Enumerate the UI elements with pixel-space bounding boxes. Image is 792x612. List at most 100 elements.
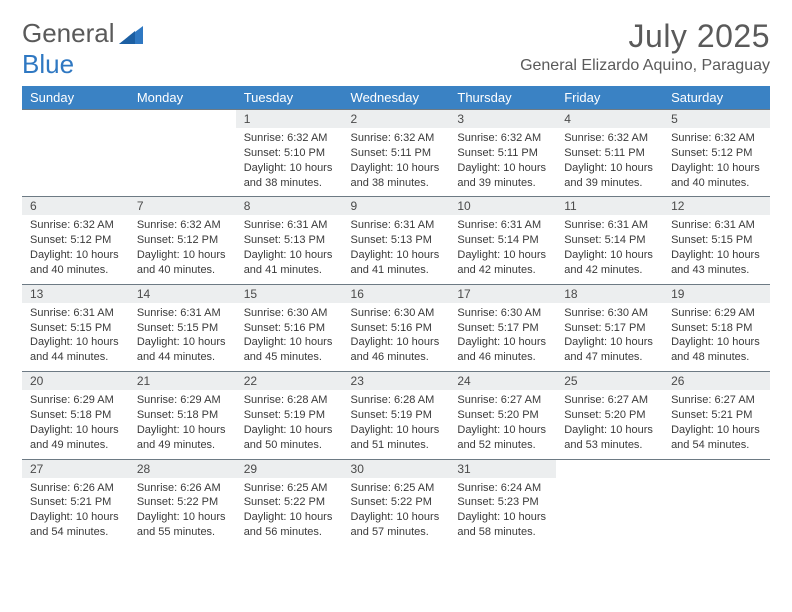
day-content-cell: Sunrise: 6:25 AMSunset: 5:22 PMDaylight:… [236,478,343,546]
sunrise-text: Sunrise: 6:31 AM [30,307,114,319]
sunset-text: Sunset: 5:11 PM [564,147,645,159]
day-content-cell: Sunrise: 6:30 AMSunset: 5:16 PMDaylight:… [343,303,450,372]
daylight-text: Daylight: 10 hours and 40 minutes. [30,249,119,276]
day-header: Sunday [22,86,129,110]
sunset-text: Sunset: 5:22 PM [137,496,218,508]
empty-day-number [129,110,236,129]
day-content-cell: Sunrise: 6:31 AMSunset: 5:14 PMDaylight:… [556,215,663,284]
sunset-text: Sunset: 5:18 PM [137,409,218,421]
day-header: Wednesday [343,86,450,110]
day-number-cell: 23 [343,372,450,391]
sunset-text: Sunset: 5:18 PM [671,322,752,334]
month-title: July 2025 [520,18,770,55]
day-header: Thursday [449,86,556,110]
calendar-body: 12345Sunrise: 6:32 AMSunset: 5:10 PMDayl… [22,110,770,546]
day-content-cell: Sunrise: 6:24 AMSunset: 5:23 PMDaylight:… [449,478,556,546]
day-number-cell: 30 [343,459,450,478]
sunset-text: Sunset: 5:20 PM [564,409,645,421]
day-content-cell: Sunrise: 6:32 AM Sunset: 5:10 PM Daylight:… [236,128,343,197]
day-number-cell: 21 [129,372,236,391]
daylight-text: Daylight: 10 hours and 40 minutes. [137,249,226,276]
sunset-text: Sunset: 5:15 PM [671,234,752,246]
daylight-text: Daylight: 10 hours and 44 minutes. [30,336,119,363]
sunrise-text: Sunrise: 6:31 AM [351,219,435,231]
sunset-text: Sunset: 5:10 PM [244,147,325,159]
day-content-cell: Sunrise: 6:32 AMSunset: 5:12 PMDaylight:… [663,128,770,197]
brand-sail-icon [119,26,145,46]
day-content-cell: Sunrise: 6:29 AMSunset: 5:18 PMDaylight:… [129,390,236,459]
day-content-cell: Sunrise: 6:30 AMSunset: 5:16 PMDaylight:… [236,303,343,372]
day-number-cell: 20 [22,372,129,391]
brand-logo: General Blue [22,18,145,80]
day-content-row: Sunrise: 6:29 AM Sunset: 5:18 PM Daylight:… [22,390,770,459]
daylight-text: Daylight: 10 hours and 45 minutes. [244,336,333,363]
day-content-cell: Sunrise: 6:28 AMSunset: 5:19 PMDaylight:… [343,390,450,459]
header: General Blue July 2025 General Elizardo … [22,18,770,80]
day-number-cell: 13 [22,284,129,303]
day-number-cell: 2 [343,110,450,129]
day-content-cell: Sunrise: 6:25 AMSunset: 5:22 PMDaylight:… [343,478,450,546]
day-number-cell: 10 [449,197,556,216]
sunset-text: Sunset: 5:11 PM [351,147,432,159]
day-number-row: 13141516171819 [22,284,770,303]
day-number-row: 20212223242526 [22,372,770,391]
day-number-cell: 11 [556,197,663,216]
sunset-text: Sunset: 5:12 PM [30,234,111,246]
daylight-text: Daylight: 10 hours and 39 minutes. [564,162,653,189]
daylight-text: Daylight: 10 hours and 49 minutes. [137,424,226,451]
daylight-text: Daylight: 10 hours and 41 minutes. [244,249,333,276]
sunrise-text: Sunrise: 6:30 AM [564,307,648,319]
day-number-cell: 14 [129,284,236,303]
day-content-cell: Sunrise: 6:32 AM Sunset: 5:12 PM Daylight:… [129,215,236,284]
empty-day-number [556,459,663,478]
empty-day-number [22,110,129,129]
sunset-text: Sunset: 5:19 PM [244,409,325,421]
day-content-cell: Sunrise: 6:29 AMSunset: 5:18 PMDaylight:… [22,390,129,459]
daylight-text: Daylight: 10 hours and 50 minutes. [244,424,333,451]
calendar-table: SundayMondayTuesdayWednesdayThursdayFrid… [22,86,770,546]
sunrise-text: Sunrise: 6:32 AM [457,132,541,144]
sunset-text: Sunset: 5:14 PM [457,234,538,246]
sunset-text: Sunset: 5:17 PM [457,322,538,334]
day-content-cell: Sunrise: 6:29 AMSunset: 5:18 PMDaylight:… [663,303,770,372]
sunrise-text: Sunrise: 6:29 AM [30,394,114,406]
day-content-cell: Sunrise: 6:30 AMSunset: 5:17 PMDaylight:… [449,303,556,372]
sunset-text: Sunset: 5:13 PM [244,234,325,246]
daylight-text: Daylight: 10 hours and 54 minutes. [671,424,760,451]
day-content-cell: Sunrise: 6:31 AMSunset: 5:14 PMDaylight:… [449,215,556,284]
empty-day-content [129,128,236,197]
sunrise-text: Sunrise: 6:32 AM [137,219,221,231]
day-number-cell: 3 [449,110,556,129]
day-number-cell: 1 [236,110,343,129]
location-name: General Elizardo Aquino, Paraguay [520,57,770,75]
sunrise-text: Sunrise: 6:27 AM [564,394,648,406]
day-content-cell: Sunrise: 6:26 AMSunset: 5:21 PMDaylight:… [22,478,129,546]
day-header-row: SundayMondayTuesdayWednesdayThursdayFrid… [22,86,770,110]
sunrise-text: Sunrise: 6:31 AM [457,219,541,231]
daylight-text: Daylight: 10 hours and 38 minutes. [244,162,333,189]
sunrise-text: Sunrise: 6:30 AM [244,307,328,319]
day-content-cell: Sunrise: 6:31 AMSunset: 5:15 PMDaylight:… [129,303,236,372]
sunset-text: Sunset: 5:12 PM [137,234,218,246]
sunrise-text: Sunrise: 6:31 AM [244,219,328,231]
daylight-text: Daylight: 10 hours and 44 minutes. [137,336,226,363]
sunset-text: Sunset: 5:14 PM [564,234,645,246]
sunrise-text: Sunrise: 6:32 AM [244,132,328,144]
daylight-text: Daylight: 10 hours and 56 minutes. [244,511,333,538]
sunrise-text: Sunrise: 6:24 AM [457,482,541,494]
day-number-cell: 22 [236,372,343,391]
day-content-cell: Sunrise: 6:32 AMSunset: 5:11 PMDaylight:… [556,128,663,197]
day-content-cell: Sunrise: 6:28 AMSunset: 5:19 PMDaylight:… [236,390,343,459]
day-content-cell: Sunrise: 6:32 AMSunset: 5:12 PMDaylight:… [22,215,129,284]
daylight-text: Daylight: 10 hours and 48 minutes. [671,336,760,363]
day-content-cell: Sunrise: 6:31 AMSunset: 5:15 PMDaylight:… [22,303,129,372]
day-content-row: Sunrise: 6:31 AMSunset: 5:15 PMDaylight:… [22,303,770,372]
daylight-text: Daylight: 10 hours and 49 minutes. [30,424,119,451]
day-header: Monday [129,86,236,110]
sunrise-text: Sunrise: 6:32 AM [671,132,755,144]
sunset-text: Sunset: 5:11 PM [457,147,538,159]
day-number-cell: 4 [556,110,663,129]
daylight-text: Daylight: 10 hours and 57 minutes. [351,511,440,538]
day-number-cell: 6 [22,197,129,216]
sunrise-text: Sunrise: 6:27 AM [671,394,755,406]
